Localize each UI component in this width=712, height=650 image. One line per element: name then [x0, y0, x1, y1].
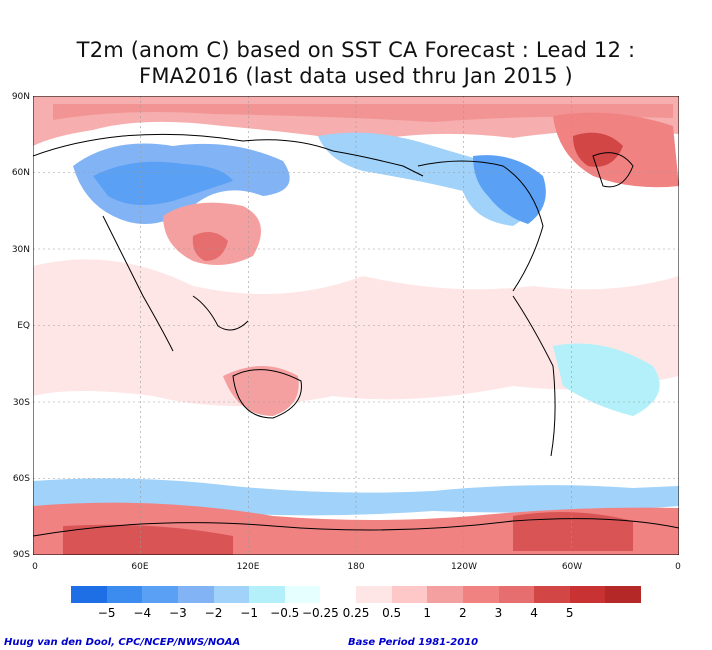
coastlines [33, 133, 679, 537]
legend-swatch [498, 586, 535, 603]
legend-tick-label: −4 [133, 606, 152, 620]
legend-swatch [71, 586, 107, 603]
legend-swatch [142, 586, 178, 603]
legend-tick-label: −1 [240, 606, 258, 620]
lon-label-0-east: 0 [675, 562, 681, 572]
anomaly-map [33, 96, 679, 555]
legend-swatch [213, 586, 250, 603]
graticule [33, 96, 679, 555]
north-america-cold-core [473, 155, 546, 224]
legend-tick-label: 4 [530, 606, 538, 620]
legend-tick-label: 2 [459, 606, 467, 620]
legend-swatch [284, 586, 321, 603]
lon-label-60e: 60E [131, 562, 149, 572]
lon-label-120e: 120E [236, 562, 260, 572]
legend-swatch [605, 586, 641, 603]
legend-swatch [427, 586, 463, 603]
lat-label-30s: 30S [12, 398, 30, 408]
lat-label-eq: EQ [17, 321, 30, 331]
legend-swatch [462, 586, 499, 603]
lon-label-120w: 120W [450, 562, 478, 572]
legend-swatch [534, 586, 570, 603]
lat-label-60n: 60N [11, 168, 30, 178]
north-pacific-cold-region [318, 132, 543, 226]
lon-label-60w: 60W [561, 562, 583, 572]
map-title-line1: T2m (anom C) based on SST CA Forecast : … [76, 38, 636, 62]
legend-tick-label: 0.5 [382, 606, 402, 620]
legend-swatch [249, 586, 285, 603]
legend-swatch [177, 586, 214, 603]
lat-label-90n: 90N [11, 92, 30, 102]
south-atlantic-cold [553, 343, 660, 416]
legend-swatch [569, 586, 606, 603]
legend-swatch [391, 586, 428, 603]
greenland-warm-core [573, 132, 623, 167]
asia-warm-core [192, 232, 228, 261]
legend-tick-label: −2 [204, 606, 223, 620]
legend-tick-label: −0.5 [270, 606, 300, 620]
legend-tick-label: 1 [423, 606, 432, 620]
legend-swatch [356, 586, 392, 603]
legend-tick-label: 0.25 [342, 606, 370, 620]
lon-label-0: 0 [32, 562, 38, 572]
credit-base-period: Base Period 1981-2010 [348, 637, 479, 648]
legend-swatch [106, 586, 143, 603]
credit-author: Huug van den Dool, CPC/NCEP/NWS/NOAA [4, 637, 241, 648]
lat-label-90s: 90S [12, 550, 30, 560]
lon-label-180: 180 [347, 562, 365, 572]
legend-tick-label: −5 [97, 606, 116, 620]
arctic-warm-core [53, 104, 673, 122]
lat-label-30n: 30N [11, 245, 30, 255]
legend-tick-label: −3 [169, 606, 187, 620]
map-title-line2: FMA2016 (last data used thru Jan 2015 ) [139, 64, 573, 88]
legend-tick-label: 5 [565, 606, 574, 620]
legend-tick-label: 3 [494, 606, 503, 620]
antarctic-warm-core [63, 512, 633, 555]
legend-tick-label: −0.25 [301, 606, 339, 620]
legend-colorbar [71, 586, 641, 603]
legend-swatch [320, 586, 356, 603]
lat-label-60s: 60S [12, 474, 30, 484]
